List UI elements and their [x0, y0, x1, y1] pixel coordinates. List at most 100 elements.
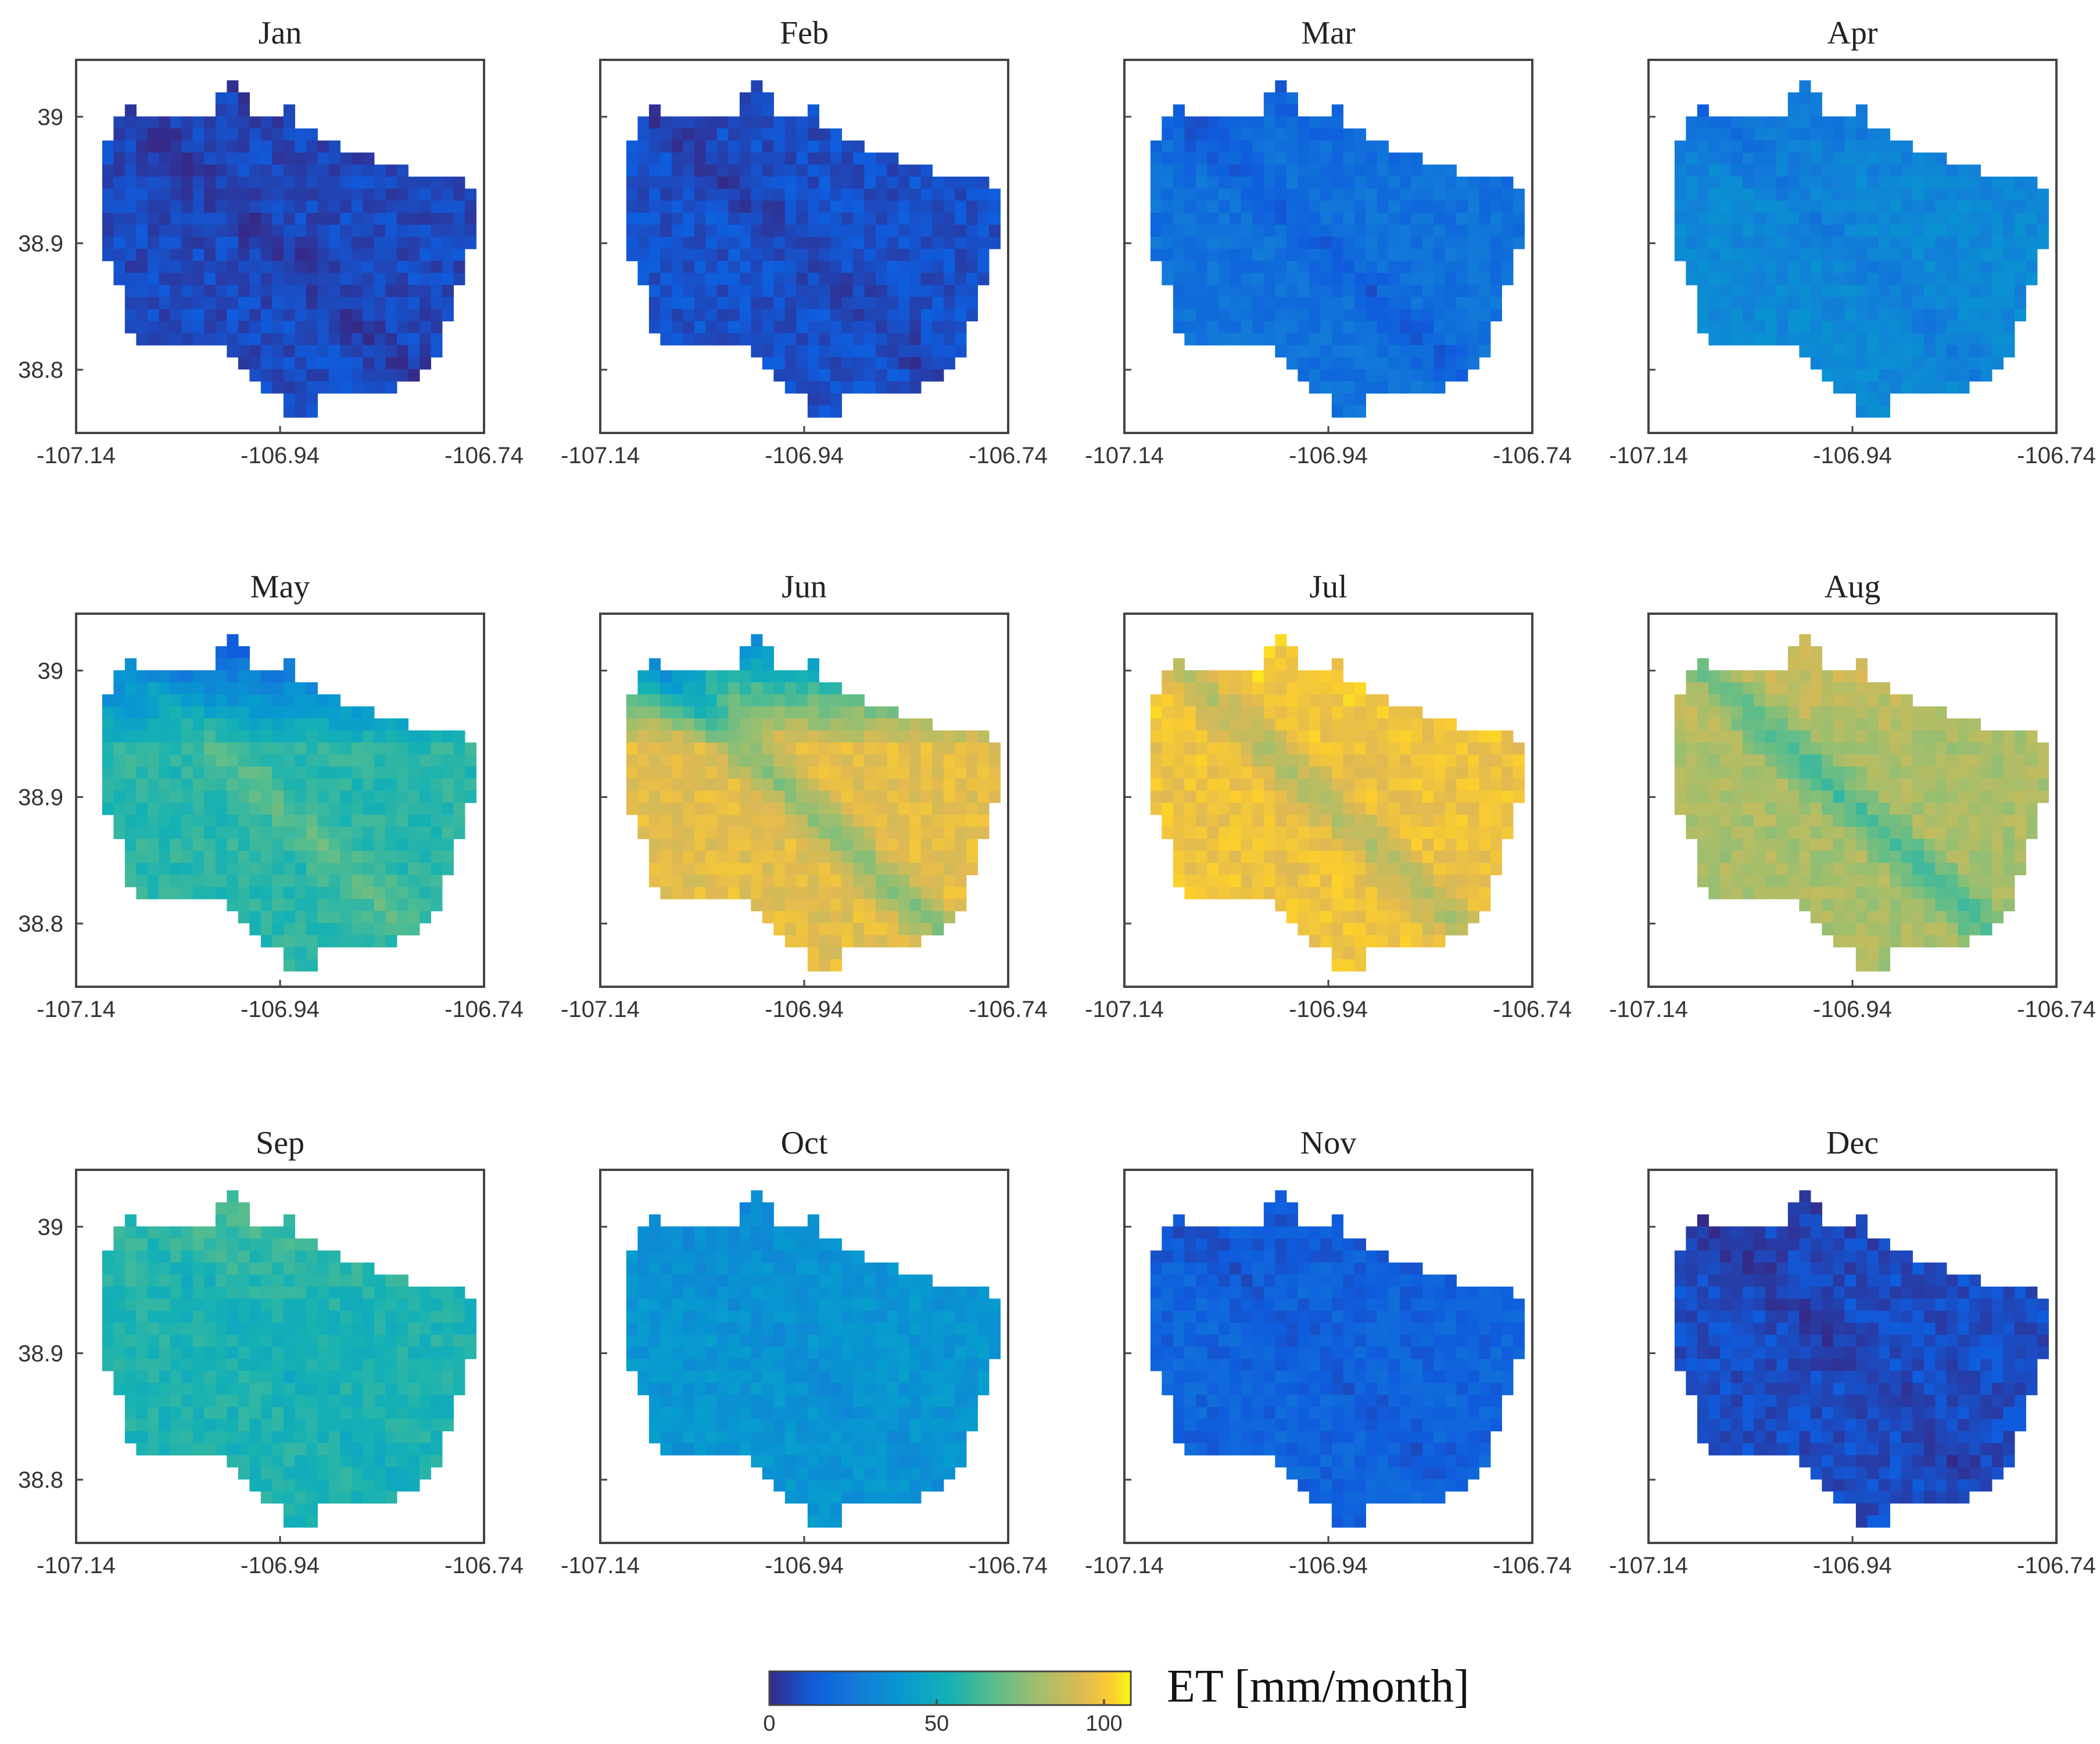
heatmap-cell	[306, 260, 318, 274]
heatmap-cell	[1719, 164, 1732, 177]
heatmap-cell	[1980, 273, 1993, 285]
heatmap-cell	[159, 839, 171, 851]
heatmap-cell	[1399, 200, 1411, 213]
heatmap-cell	[1890, 237, 1902, 249]
heatmap-cell	[215, 213, 227, 225]
heatmap-cell	[705, 333, 718, 346]
heatmap-cell	[1309, 850, 1321, 864]
heatmap-cell	[1320, 176, 1332, 189]
heatmap-cell	[1173, 767, 1185, 779]
heatmap-cell	[1855, 249, 1868, 262]
heatmap-cell	[1479, 778, 1491, 792]
heatmap-cell	[671, 224, 683, 238]
heatmap-cell	[920, 213, 933, 225]
heatmap-cell	[920, 826, 933, 839]
heatmap-cell	[1855, 381, 1868, 394]
heatmap-cell	[705, 164, 718, 177]
heatmap-cell	[1207, 273, 1219, 285]
heatmap-cell	[1719, 249, 1732, 262]
heatmap-cell	[716, 200, 729, 213]
heatmap-cell	[1388, 803, 1400, 815]
heatmap-cell	[1855, 898, 1868, 912]
heatmap-cell	[943, 730, 955, 743]
heatmap-cell	[124, 742, 137, 755]
heatmap-cell	[1708, 296, 1721, 310]
heatmap-cell	[260, 875, 273, 887]
heatmap-cell	[385, 309, 397, 321]
heatmap-cell	[306, 321, 318, 334]
heatmap-cell	[955, 285, 967, 298]
heatmap-cell	[374, 224, 386, 238]
heatmap-cell	[1422, 742, 1434, 755]
heatmap-cell	[694, 767, 706, 779]
x-tick-label: -106.74	[969, 997, 1048, 1022]
heatmap-cell	[1252, 164, 1264, 177]
heatmap-cell	[773, 694, 786, 707]
heatmap-cell	[648, 237, 661, 249]
heatmap-cell	[819, 850, 831, 864]
heatmap-cell	[830, 778, 842, 792]
heatmap-cell	[841, 742, 854, 755]
heatmap-cell	[374, 790, 386, 803]
heatmap-cell	[1241, 188, 1253, 201]
heatmap-cell	[819, 176, 831, 189]
heatmap-cell	[1912, 790, 1925, 803]
heatmap-cell	[1422, 875, 1434, 887]
heatmap-cell	[363, 296, 375, 310]
heatmap-cell	[283, 140, 295, 153]
heatmap-cell	[887, 718, 899, 731]
heatmap-cell	[1320, 718, 1332, 731]
heatmap-cell	[1855, 104, 1868, 117]
heatmap-cell	[1686, 176, 1698, 189]
heatmap-cell	[1799, 128, 1811, 141]
heatmap-cell	[852, 213, 865, 225]
heatmap-cell	[328, 224, 341, 238]
heatmap-cell	[683, 887, 695, 900]
heatmap-cell	[351, 730, 363, 743]
heatmap-cell	[249, 285, 261, 298]
heatmap-cell	[238, 116, 250, 129]
heatmap-cell	[363, 224, 375, 238]
heatmap-cell	[1878, 273, 1890, 285]
heatmap-cell	[260, 887, 273, 900]
heatmap-cell	[807, 249, 819, 262]
heatmap-cell	[852, 369, 865, 382]
heatmap-cell	[328, 345, 341, 358]
heatmap-cell	[1241, 730, 1253, 743]
heatmap-cell	[694, 200, 706, 213]
heatmap-cell	[966, 778, 978, 792]
heatmap-cell	[328, 754, 341, 767]
heatmap-cell	[920, 898, 933, 912]
heatmap-cell	[852, 814, 865, 828]
heatmap-cell	[898, 934, 910, 948]
heatmap-cell	[932, 333, 944, 346]
heatmap-cell	[181, 273, 193, 285]
heatmap-cell	[306, 682, 318, 695]
heatmap-cell	[1320, 694, 1332, 707]
heatmap-cell	[1901, 296, 1913, 310]
heatmap-cell	[1207, 128, 1219, 141]
heatmap-cell	[887, 237, 899, 249]
heatmap-cell	[784, 309, 797, 321]
heatmap-cell	[317, 176, 329, 189]
heatmap-cell	[1366, 321, 1378, 334]
heatmap-cell	[215, 92, 227, 105]
heatmap-cell	[1195, 790, 1207, 803]
heatmap-cell	[1388, 911, 1400, 923]
heatmap-cell	[1354, 321, 1366, 334]
heatmap-cell	[932, 887, 944, 900]
heatmap-cell	[1754, 200, 1766, 213]
heatmap-cell	[1207, 296, 1219, 310]
heatmap-cell	[716, 778, 729, 792]
heatmap-cell	[283, 273, 295, 285]
heatmap-cell	[295, 369, 307, 382]
heatmap-cell	[852, 898, 865, 912]
heatmap-cell	[1697, 790, 1709, 803]
heatmap-cell	[317, 767, 329, 779]
heatmap-cell	[1810, 116, 1822, 129]
heatmap-cell	[807, 803, 819, 815]
heatmap-cell	[739, 224, 751, 238]
heatmap-cell	[1252, 730, 1264, 743]
heatmap-cell	[385, 826, 397, 839]
heatmap-cell	[1377, 152, 1389, 165]
